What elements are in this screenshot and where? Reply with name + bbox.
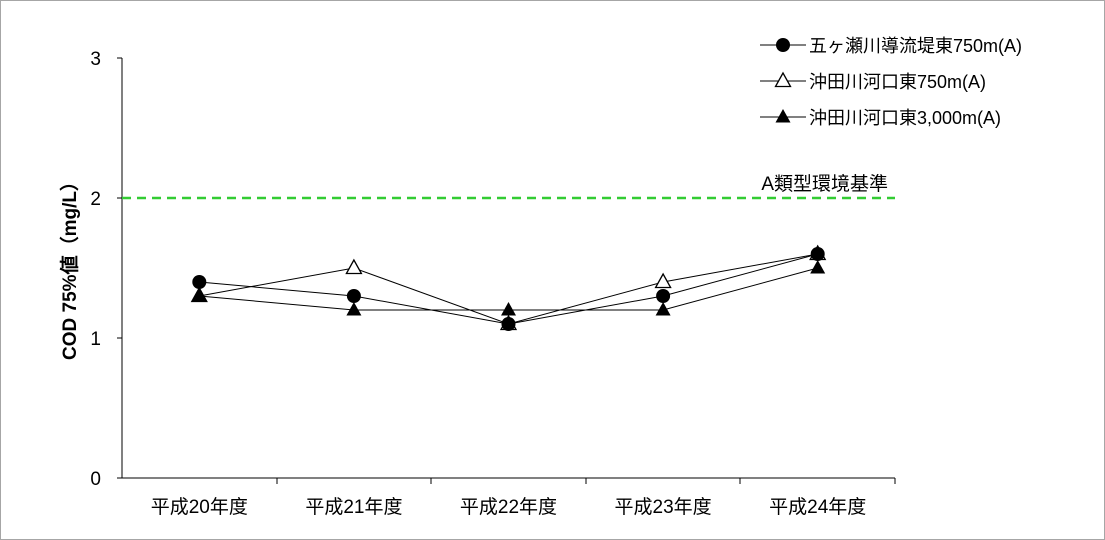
series-2-point-2 bbox=[501, 302, 516, 316]
legend: 五ヶ瀬川導流堤東750m(A) 沖田川河口東750m(A) 沖田川河口東3,000m… bbox=[760, 36, 1022, 128]
reference-line-group: A類型環境基準 bbox=[122, 173, 895, 200]
legend-item-2: 沖田川河口東3,000m(A) bbox=[760, 108, 1001, 128]
y-tick-label-2: 2 bbox=[90, 189, 101, 210]
series-2-point-0 bbox=[191, 288, 207, 302]
x-tick-label-3: 平成23年度 bbox=[615, 496, 712, 518]
series-0-point-3 bbox=[656, 289, 671, 303]
series-0-point-1 bbox=[346, 289, 361, 303]
legend-item-0: 五ヶ瀬川導流堤東750m(A) bbox=[760, 36, 1022, 56]
legend-marker-1 bbox=[774, 71, 792, 88]
series-markers bbox=[190, 244, 827, 331]
series-2-point-1 bbox=[346, 302, 362, 316]
axes: 0 1 2 3 平成20年度 平成21年度 平成22年度 平成23年度 平成24年度 bbox=[90, 49, 896, 518]
x-tick-label-0: 平成20年度 bbox=[151, 496, 248, 518]
series-2-point-3 bbox=[655, 302, 671, 316]
legend-label-1: 沖田川河口東750m(A) bbox=[809, 72, 986, 92]
reference-line-label-0: A類型環境基準 bbox=[761, 173, 888, 195]
series-0-point-2 bbox=[501, 317, 516, 331]
legend-label-2: 沖田川河口東3,000m(A) bbox=[809, 108, 1001, 128]
series-1-point-1 bbox=[345, 258, 363, 275]
series-0-point-0 bbox=[192, 275, 207, 289]
series-1-point-3 bbox=[654, 272, 672, 289]
series-2-point-4 bbox=[810, 260, 826, 274]
legend-marker-0 bbox=[776, 38, 790, 52]
legend-label-0: 五ヶ瀬川導流堤東750m(A) bbox=[809, 36, 1022, 56]
series-0-point-4 bbox=[810, 247, 825, 261]
y-axis-title: COD 75%値（mg/L） bbox=[58, 172, 81, 360]
y-tick-label-1: 1 bbox=[90, 329, 101, 350]
y-tick-label-0: 0 bbox=[90, 469, 101, 490]
legend-item-1: 沖田川河口東750m(A) bbox=[760, 71, 986, 92]
x-tick-label-2: 平成22年度 bbox=[460, 496, 557, 518]
x-tick-label-1: 平成21年度 bbox=[305, 496, 402, 518]
y-tick-label-3: 3 bbox=[90, 49, 101, 70]
legend-marker-2 bbox=[775, 109, 791, 123]
x-tick-label-4: 平成24年度 bbox=[769, 496, 866, 518]
